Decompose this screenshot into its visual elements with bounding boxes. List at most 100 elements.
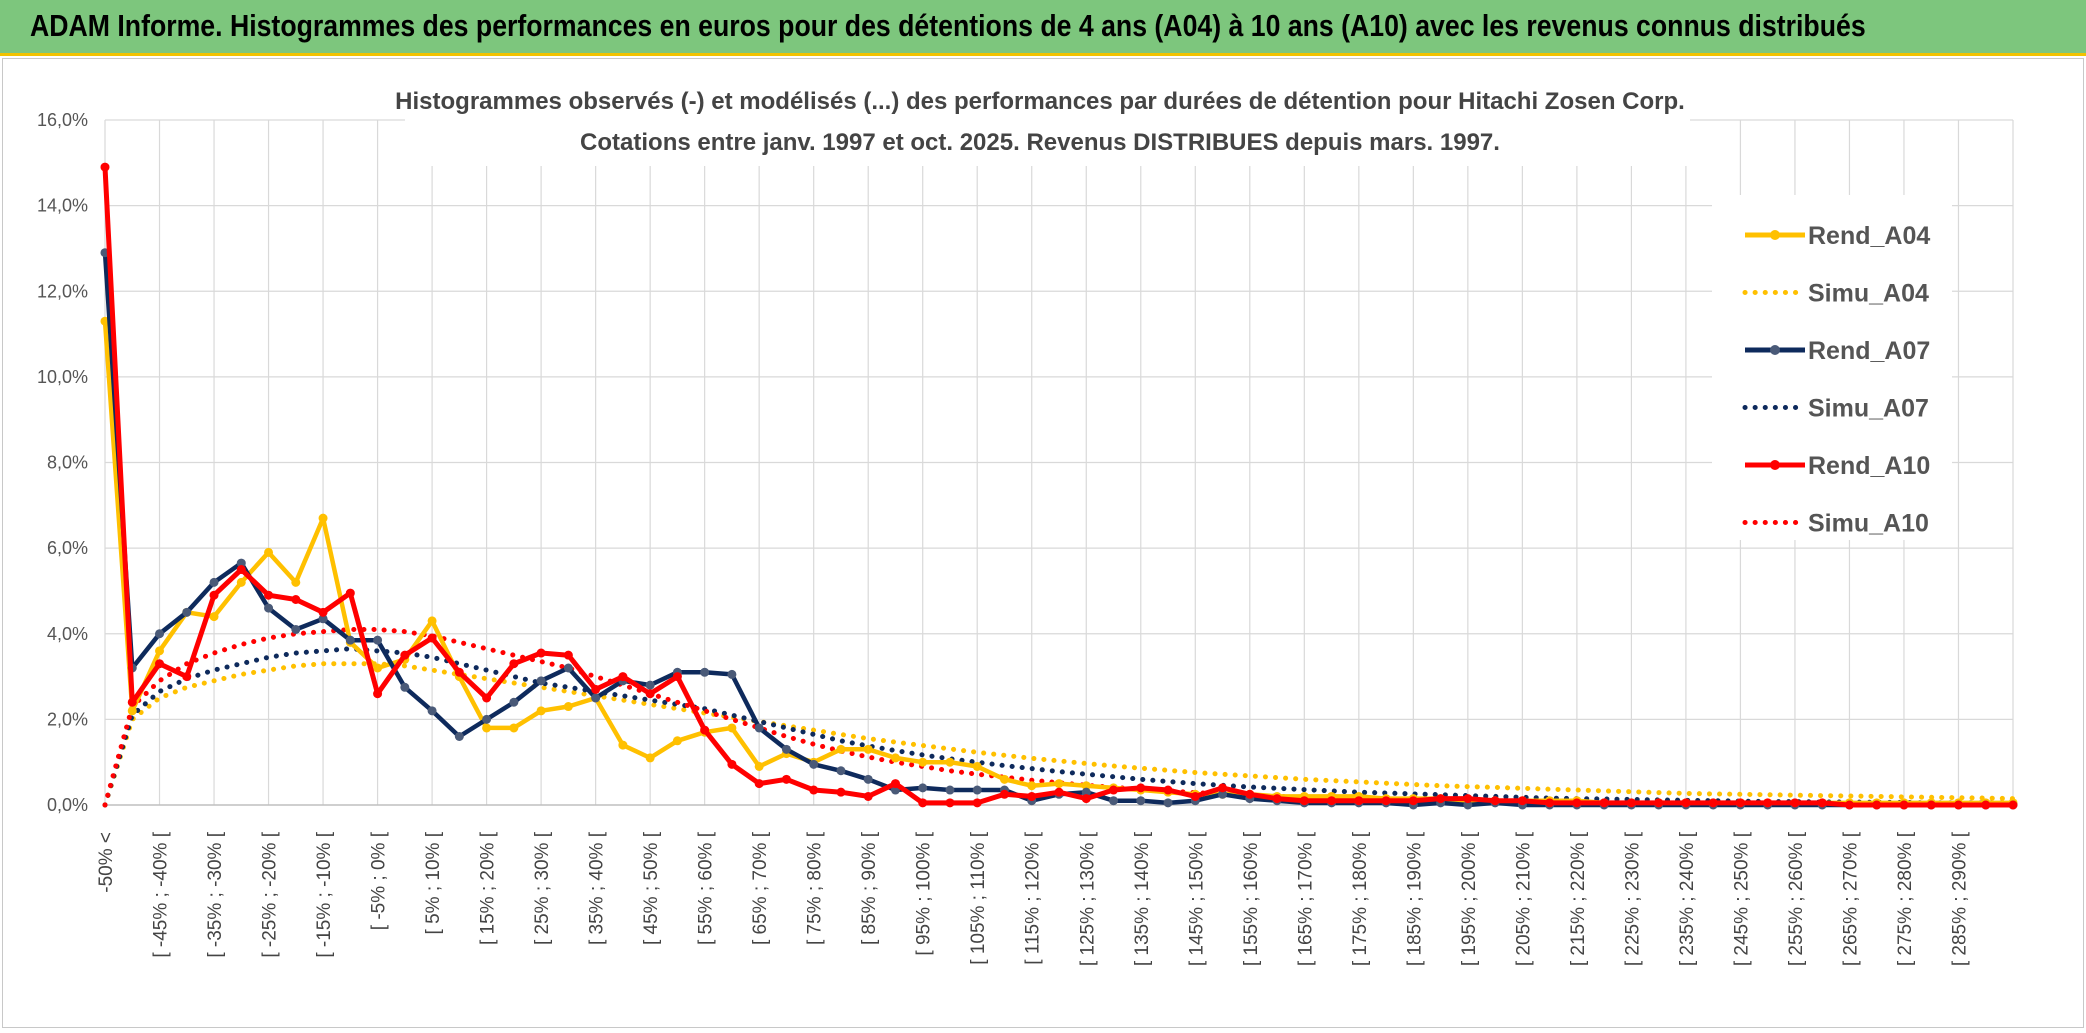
legend: Rend_A04 Simu_A04 Rend_A07 Simu_A07 Rend_A10…: [1712, 195, 1952, 540]
data-point: [209, 612, 219, 622]
x-tick-label: [ 55% ; 60% [: [696, 831, 717, 945]
data-point: [809, 759, 819, 769]
data-point: [836, 787, 846, 797]
data-point: [1517, 796, 1527, 806]
data-point: [645, 753, 655, 763]
y-tick-label: 2,0%: [47, 709, 88, 729]
data-point: [1436, 794, 1446, 804]
chart-title: Histogrammes observés (-) et modélisés (…: [395, 88, 1685, 115]
x-tick-label: [ 5% ; 10% [: [423, 831, 444, 934]
data-point: [863, 791, 873, 801]
data-point: [509, 723, 519, 733]
data-point: [155, 659, 165, 669]
data-point: [1218, 783, 1228, 793]
data-point: [318, 607, 328, 617]
legend-item-Rend_A04: Rend_A04: [1745, 222, 1930, 250]
x-tick-label: [ 225% ; 230% [: [1622, 831, 1643, 966]
data-point: [291, 577, 301, 587]
data-point: [809, 785, 819, 795]
data-point: [1027, 781, 1037, 791]
data-point: [1218, 789, 1228, 799]
y-tick-label: 10,0%: [37, 367, 88, 387]
data-point: [1572, 798, 1582, 808]
y-tick-label: 16,0%: [37, 110, 88, 130]
data-point: [182, 607, 192, 617]
x-tick-label: [ 185% ; 190% [: [1404, 831, 1425, 966]
data-point: [1899, 800, 1909, 810]
data-point: [1027, 791, 1037, 801]
data-point: [209, 590, 219, 600]
data-point: [1054, 779, 1064, 789]
data-point: [972, 798, 982, 808]
data-point: [1926, 800, 1936, 810]
data-point: [1245, 789, 1255, 799]
data-point: [836, 744, 846, 754]
series-layer: [100, 162, 2018, 810]
data-point: [536, 706, 546, 716]
legend-label: Rend_A07: [1808, 337, 1930, 365]
data-point: [700, 667, 710, 677]
data-point: [155, 646, 165, 656]
data-point: [781, 774, 791, 784]
legend-background: [1712, 195, 1952, 540]
data-point: [999, 774, 1009, 784]
x-tick-label: -50% <: [96, 832, 117, 893]
data-point: [563, 650, 573, 660]
x-tick-label: [ 25% ; 30% [: [532, 831, 553, 945]
data-point: [482, 723, 492, 733]
data-point: [1817, 798, 1827, 808]
data-point: [863, 774, 873, 784]
x-tick-label: [ -5% ; 0% [: [369, 831, 390, 930]
data-point: [318, 513, 328, 523]
data-point: [1354, 796, 1364, 806]
data-point: [918, 798, 928, 808]
data-point: [781, 744, 791, 754]
data-point: [890, 779, 900, 789]
series-line: [102, 627, 2016, 808]
legend-marker: [1770, 345, 1780, 355]
data-point: [182, 672, 192, 682]
x-tick-label: [ 205% ; 210% [: [1513, 831, 1534, 966]
x-tick-label: [ 65% ; 70% [: [750, 831, 771, 945]
x-tick-label: [ 145% ; 150% [: [1186, 831, 1207, 966]
data-point: [291, 624, 301, 634]
data-point: [591, 693, 601, 703]
x-tick-label: [ -35% ; -30% [: [205, 831, 226, 957]
legend-item-Rend_A10: Rend_A10: [1745, 452, 1930, 480]
data-point: [1381, 796, 1391, 806]
data-point: [727, 759, 737, 769]
data-point: [264, 547, 274, 557]
data-point: [127, 706, 137, 716]
data-point: [727, 669, 737, 679]
data-point: [1081, 787, 1091, 797]
data-point: [672, 672, 682, 682]
data-point: [264, 603, 274, 613]
legend-item-Rend_A07: Rend_A07: [1745, 337, 1930, 365]
x-tick-label: [ 35% ; 40% [: [587, 831, 608, 945]
x-tick-label: [ 95% ; 100% [: [914, 831, 935, 955]
data-point: [345, 635, 355, 645]
data-point: [1136, 796, 1146, 806]
data-point: [1327, 796, 1337, 806]
data-point: [127, 697, 137, 707]
legend-marker: [1770, 230, 1780, 240]
data-point: [1735, 798, 1745, 808]
y-tick-label: 12,0%: [37, 281, 88, 301]
x-tick-label: [ 135% ; 140% [: [1132, 831, 1153, 966]
data-point: [373, 635, 383, 645]
y-tick-label: 14,0%: [37, 196, 88, 216]
data-point: [1190, 791, 1200, 801]
x-tick-label: [ 285% ; 290% [: [1949, 831, 1970, 966]
x-tick-label: [ -15% ; -10% [: [314, 831, 335, 957]
x-tick-label: [ 195% ; 200% [: [1459, 831, 1480, 966]
data-point: [1953, 800, 1963, 810]
data-point: [536, 648, 546, 658]
data-point: [400, 650, 410, 660]
y-tick-label: 8,0%: [47, 453, 88, 473]
legend-label: Simu_A10: [1808, 510, 1929, 538]
data-point: [536, 676, 546, 686]
x-tick-label: [ 85% ; 90% [: [859, 831, 880, 945]
data-point: [100, 162, 110, 172]
legend-label: Rend_A10: [1808, 452, 1930, 480]
data-point: [1081, 794, 1091, 804]
